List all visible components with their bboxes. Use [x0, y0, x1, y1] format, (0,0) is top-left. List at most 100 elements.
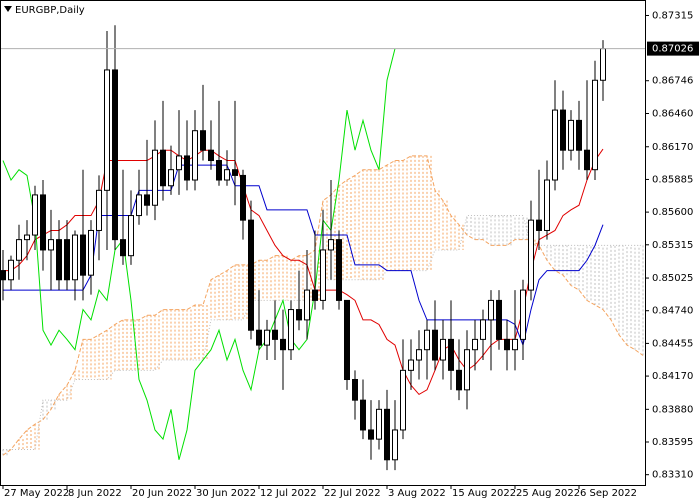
candle-body — [488, 299, 494, 321]
candle-body — [600, 48, 606, 81]
candle-body — [136, 194, 142, 217]
candle-body — [384, 408, 390, 461]
y-tick-label: 0.85315 — [652, 240, 693, 251]
candle-body — [0, 270, 6, 281]
candle-body — [248, 219, 254, 331]
x-tick-label: 27 May 2022 — [4, 488, 69, 499]
candle-body — [152, 149, 158, 206]
candle-body — [504, 338, 510, 351]
y-tick-label: 0.84455 — [652, 338, 693, 349]
x-tick-label: 3 Aug 2022 — [388, 488, 446, 499]
y-tick-label: 0.86460 — [652, 109, 693, 120]
candle-body — [176, 155, 182, 171]
candle-body — [104, 69, 110, 191]
y-tick-label: 0.84170 — [652, 371, 693, 382]
candle-body — [368, 429, 374, 440]
candle-body — [192, 130, 198, 181]
x-tick-label: 20 Jun 2022 — [132, 488, 192, 499]
candle-body — [464, 349, 470, 391]
candle-body — [560, 109, 566, 151]
menu-triangle — [4, 6, 12, 12]
y-tick-label: 0.85025 — [652, 273, 693, 284]
candle-body — [24, 234, 30, 241]
candle-body — [88, 229, 94, 276]
candle-body — [408, 359, 414, 371]
candle-body — [336, 239, 342, 301]
y-tick-label: 0.84740 — [652, 306, 693, 317]
candle-body — [496, 299, 502, 340]
candle-body — [480, 319, 486, 340]
indicator-line — [3, 148, 604, 396]
candle-body — [392, 429, 398, 461]
candle-body — [448, 338, 454, 371]
candle-body — [48, 239, 54, 251]
candle-body — [8, 259, 14, 281]
candle-body — [80, 234, 86, 276]
y-tick-label: 0.87315 — [652, 10, 693, 21]
x-tick-label: 22 Jul 2022 — [324, 488, 381, 499]
candle-body — [512, 338, 518, 351]
candle-body — [536, 219, 542, 231]
candle-body — [160, 149, 166, 187]
indicator-line — [3, 164, 604, 347]
candle-body — [240, 174, 246, 221]
x-tick-label: 6 Sep 2022 — [580, 488, 637, 499]
candle-body — [472, 338, 478, 351]
chart-title: EURGBP,Daily — [15, 5, 85, 16]
x-tick-label: 8 Jun 2022 — [68, 488, 122, 499]
candle-body — [64, 239, 70, 281]
candle-body — [224, 169, 230, 181]
y-tick-label: 0.86170 — [652, 142, 693, 153]
y-tick-label: 0.83595 — [652, 437, 693, 448]
candle-body — [144, 194, 150, 206]
y-tick-label: 0.83310 — [652, 470, 693, 481]
candle-body — [16, 239, 22, 261]
candle-body — [264, 329, 270, 346]
candle-body — [376, 408, 382, 440]
candle-body — [96, 189, 102, 231]
candle-body — [544, 179, 550, 231]
candle-body — [320, 249, 326, 301]
price-label-box — [647, 41, 699, 56]
senkou-span-a — [2, 155, 644, 456]
candle-body — [232, 169, 238, 176]
candle-body — [272, 329, 278, 340]
candle-body — [432, 329, 438, 361]
candle-body — [112, 69, 118, 241]
candle-body — [288, 309, 294, 351]
candle-body — [216, 160, 222, 181]
candle-body — [568, 119, 574, 151]
candle-body — [552, 109, 558, 181]
x-tick-label: 25 Aug 2022 — [516, 488, 580, 499]
candle-body — [440, 338, 446, 361]
x-tick-label: 12 Jul 2022 — [260, 488, 317, 499]
candle-body — [344, 299, 350, 381]
candle-body — [360, 399, 366, 431]
candle-body — [256, 329, 262, 346]
candle-body — [352, 379, 358, 401]
plot-area — [0, 25, 645, 471]
candle-body — [424, 329, 430, 351]
candle-body — [120, 239, 126, 257]
candle-body — [312, 289, 318, 301]
candle-body — [592, 79, 598, 171]
y-tick-label: 0.83880 — [652, 404, 693, 415]
y-tick-label: 0.85600 — [652, 207, 693, 218]
candle-body — [200, 130, 206, 151]
price-label: 0.87026 — [652, 44, 693, 55]
candle-body — [72, 234, 78, 281]
x-tick-label: 15 Aug 2022 — [452, 488, 516, 499]
x-tick-label: 30 Jun 2022 — [196, 488, 256, 499]
candle-body — [128, 215, 134, 257]
candle-body — [304, 289, 310, 321]
candle-body — [56, 239, 62, 281]
candle-body — [400, 369, 406, 431]
candle-body — [208, 149, 214, 162]
candle-body — [416, 349, 422, 361]
candle-body — [280, 338, 286, 351]
candle-body — [296, 309, 302, 321]
candle-body — [584, 149, 590, 171]
candle-body — [40, 194, 46, 251]
y-tick-label: 0.86746 — [652, 76, 693, 87]
